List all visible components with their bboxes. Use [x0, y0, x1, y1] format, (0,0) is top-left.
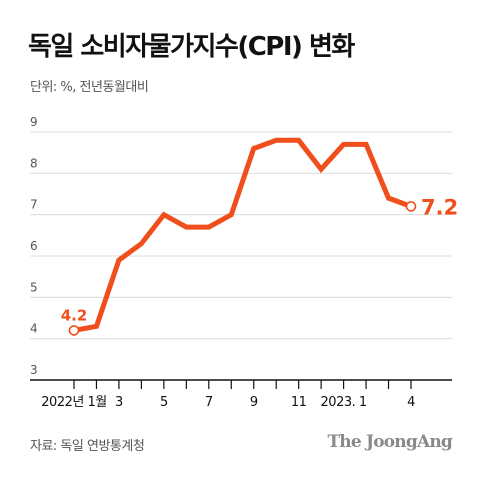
- cpi-series-line: [73, 137, 412, 333]
- series-line: [73, 137, 412, 333]
- annotations: 4.2 7.2: [61, 195, 458, 336]
- unit-note: 단위: %, 전년동월대비: [30, 80, 149, 95]
- gridlines: [30, 131, 452, 381]
- x-tick-label: 4: [407, 395, 415, 410]
- x-tick-label: 7: [205, 395, 213, 410]
- source-note: 자료: 독일 연방통계청: [30, 439, 145, 454]
- chart-title: 독일 소비자물가지수(CPI) 변화: [28, 32, 355, 62]
- y-tick-label: 4: [30, 322, 38, 336]
- x-tick-label: 11: [291, 395, 307, 410]
- y-tick-label: 6: [30, 239, 38, 253]
- y-tick-label: 8: [30, 156, 38, 170]
- x-tick-labels: 2022년 1월 3 5 7 9 11 2023. 1 4: [41, 380, 416, 410]
- y-tick-label: 3: [30, 363, 38, 377]
- x-tick-label: 2022년 1월: [41, 395, 106, 410]
- y-tick-label: 5: [30, 280, 38, 294]
- data-label: 7.2: [421, 195, 458, 219]
- y-tick-label: 9: [30, 115, 38, 129]
- data-label: 4.2: [61, 306, 88, 324]
- y-tick-label: 7: [30, 198, 38, 212]
- y-tick-labels: 3 4 5 6 7 8 9: [30, 115, 38, 377]
- x-tick-label: 3: [115, 395, 123, 410]
- endpoint-marker: [405, 201, 417, 212]
- x-tick-label: 2023. 1: [321, 395, 367, 410]
- x-tick-label: 5: [160, 395, 168, 410]
- brand-logo: The JoongAng: [327, 432, 452, 452]
- endpoint-marker: [68, 325, 80, 336]
- x-tick-label: 9: [250, 395, 258, 410]
